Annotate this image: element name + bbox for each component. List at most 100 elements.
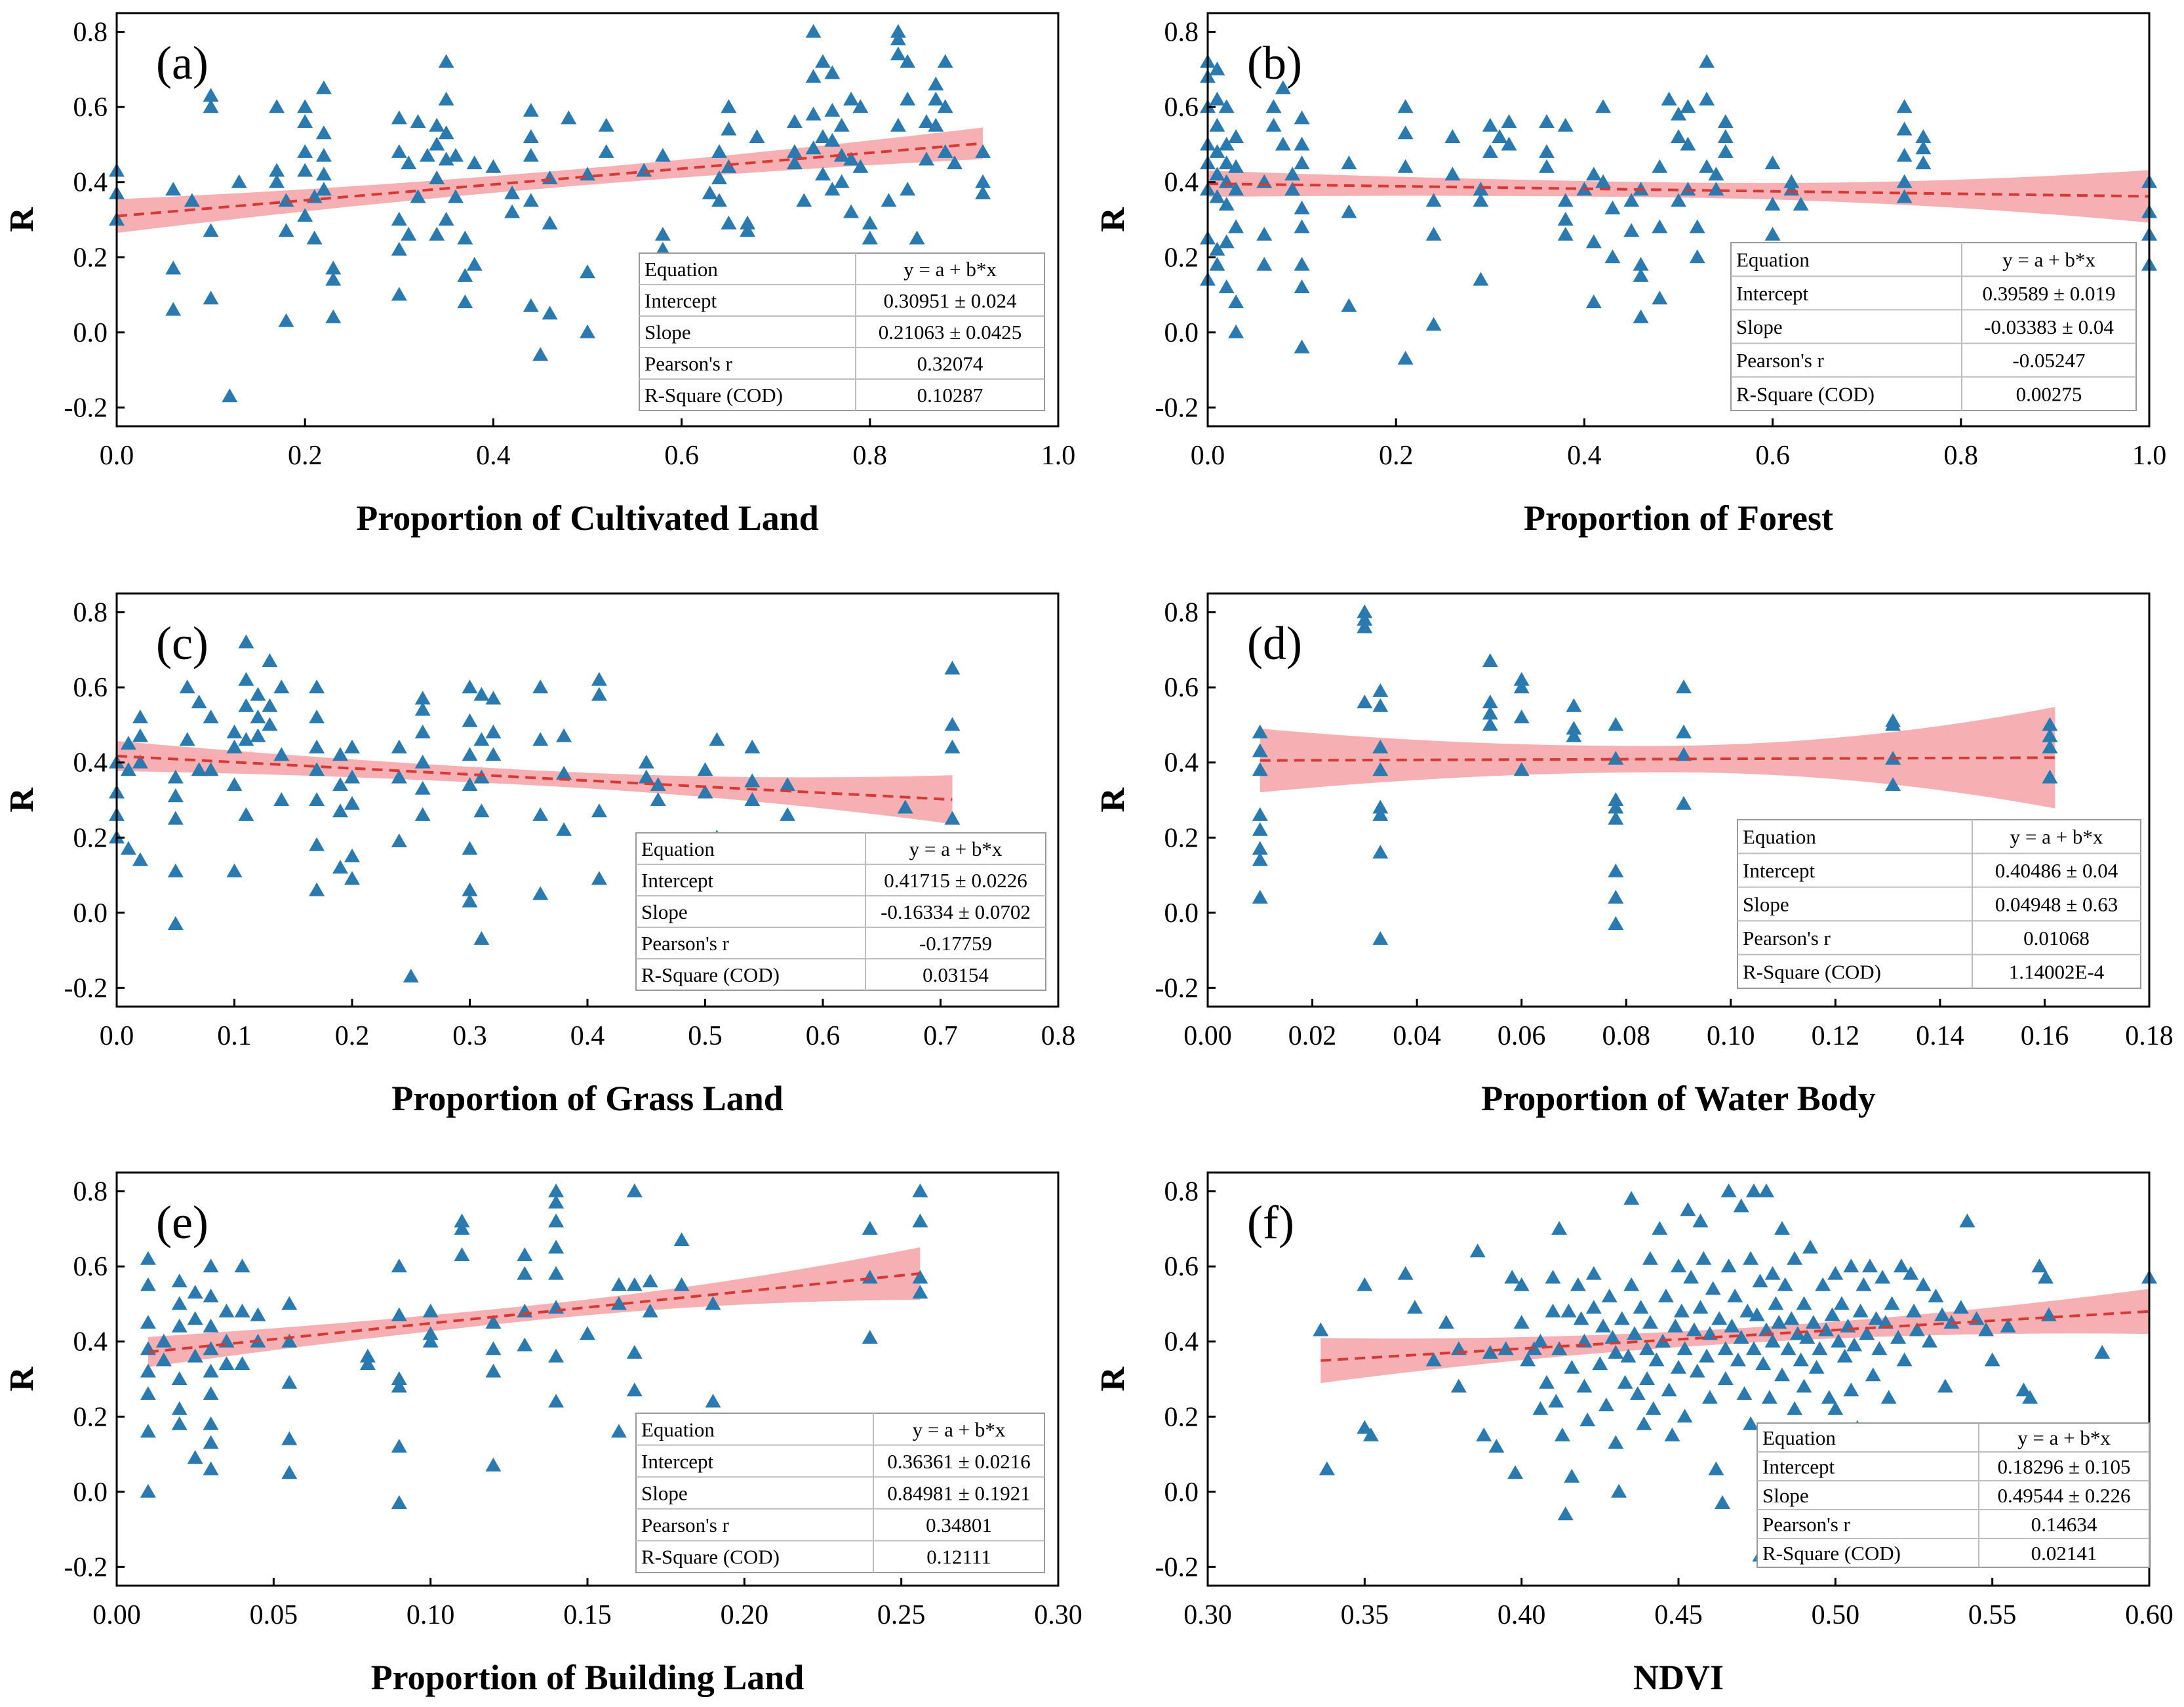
data-point (912, 1270, 928, 1284)
data-point (332, 803, 348, 818)
data-point (1724, 1318, 1740, 1333)
data-point (1444, 167, 1461, 181)
data-point (1796, 1378, 1812, 1393)
data-point (900, 91, 916, 106)
stats-value: 0.10287 (917, 384, 983, 407)
data-point (1564, 1468, 1580, 1483)
data-point (1642, 1315, 1658, 1329)
data-point (548, 1194, 565, 1209)
data-point (1671, 1258, 1686, 1273)
data-point (1890, 1330, 1907, 1344)
data-point (1482, 144, 1498, 158)
stats-value: 0.30951 ± 0.024 (883, 289, 1017, 312)
data-point (1513, 1315, 1530, 1329)
data-point (1696, 1251, 1712, 1265)
data-point (1680, 1202, 1696, 1216)
data-point (269, 163, 285, 177)
data-point (1708, 167, 1724, 181)
x-tick-label: 0.35 (1341, 1600, 1389, 1630)
data-point (332, 860, 348, 874)
data-point (250, 728, 266, 742)
data-point (1557, 1506, 1574, 1521)
data-point (238, 698, 254, 712)
data-point (824, 65, 841, 79)
data-point (1557, 117, 1574, 132)
data-point (1614, 1311, 1630, 1325)
x-tick-label: 0.08 (1602, 1021, 1650, 1051)
data-point (1793, 197, 1809, 211)
panel-label: (f) (1247, 1196, 1294, 1249)
data-point (344, 795, 360, 810)
data-point (1743, 1251, 1759, 1265)
x-tick-label: 0.0 (1191, 441, 1225, 471)
data-point (1608, 799, 1624, 814)
data-point (1294, 200, 1310, 214)
data-point (2094, 1344, 2111, 1359)
data-point (881, 193, 897, 207)
data-point (1633, 309, 1649, 323)
data-point (1341, 155, 1357, 170)
data-point (1862, 1258, 1878, 1273)
data-point (1341, 298, 1357, 312)
x-axis-label: Proportion of Cultivated Land (356, 498, 819, 538)
data-point (1906, 1303, 1922, 1317)
data-point (1774, 1367, 1790, 1382)
data-point (1372, 807, 1389, 821)
data-point (391, 1495, 407, 1509)
data-point (1601, 1289, 1618, 1302)
data-point (1720, 1258, 1737, 1273)
x-tick-label: 0.16 (2021, 1021, 2069, 1051)
data-point (203, 1416, 219, 1430)
data-point (1313, 1322, 1329, 1336)
data-point (638, 754, 654, 769)
data-point (315, 80, 332, 94)
panel-label: (d) (1247, 617, 1302, 670)
data-point (1604, 1330, 1621, 1344)
data-point (711, 171, 727, 184)
x-tick-label: 0.18 (2125, 1021, 2174, 1051)
data-point (1284, 182, 1301, 196)
data-point (414, 702, 431, 716)
stats-key: Slope (1736, 315, 1783, 338)
confidence-band (148, 1247, 921, 1367)
data-point (1764, 155, 1781, 170)
data-point (1513, 679, 1530, 694)
stats-table: Equation y = a + b*x Intercept 0.30951 ± 0.… (639, 252, 1045, 411)
panel-label: (b) (1247, 37, 1302, 89)
data-point (542, 215, 558, 230)
stats-table: Equation y = a + b*x Intercept 0.40486 ± 0.… (1737, 819, 2141, 989)
stats-key: Slope (1762, 1484, 1809, 1507)
data-point (273, 747, 290, 761)
data-point (250, 710, 266, 723)
data-point (1608, 916, 1624, 930)
data-point (1893, 1258, 1909, 1273)
stats-value: y = a + b*x (903, 258, 997, 281)
data-point (1532, 1401, 1549, 1415)
plot-frame (1206, 592, 2151, 1008)
data-point (309, 679, 325, 694)
data-point (297, 99, 313, 113)
data-point (786, 144, 803, 158)
data-point (1733, 1198, 1749, 1213)
data-point (422, 1326, 439, 1340)
data-point (1357, 694, 1373, 709)
stats-key: Intercept (1736, 282, 1809, 305)
data-point (1915, 140, 1932, 155)
data-point (226, 863, 243, 877)
data-point (975, 144, 991, 158)
data-point (1896, 121, 1913, 136)
stats-key: Slope (641, 900, 688, 923)
data-point (132, 728, 148, 742)
data-point (1680, 99, 1696, 113)
y-tick-label: 0.0 (73, 318, 108, 348)
stats-key: R-Square (COD) (1736, 382, 1875, 405)
data-point (1252, 807, 1268, 821)
data-point (786, 114, 803, 129)
data-point (1294, 339, 1310, 353)
data-point (702, 185, 718, 199)
data-point (325, 309, 342, 323)
data-point (705, 1296, 721, 1310)
data-point (1664, 1427, 1680, 1441)
data-point (2042, 717, 2058, 731)
